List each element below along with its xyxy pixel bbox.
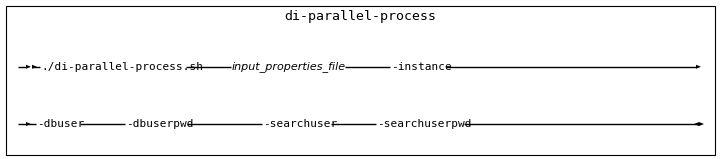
Text: -dbuser: -dbuser [37, 119, 84, 129]
Text: -searchuserpwd: -searchuserpwd [377, 119, 472, 129]
Text: ./di-parallel-process.sh: ./di-parallel-process.sh [41, 62, 203, 72]
Text: di-parallel-process: di-parallel-process [285, 10, 436, 23]
Text: -instance: -instance [391, 62, 452, 72]
Polygon shape [696, 65, 701, 69]
Polygon shape [32, 65, 37, 69]
Polygon shape [699, 122, 704, 126]
Text: input_properties_file: input_properties_file [232, 61, 346, 72]
Text: -searchuser: -searchuser [263, 119, 337, 129]
Polygon shape [26, 122, 31, 126]
Polygon shape [694, 122, 699, 126]
Text: -dbuserpwd: -dbuserpwd [126, 119, 193, 129]
Polygon shape [26, 65, 31, 69]
